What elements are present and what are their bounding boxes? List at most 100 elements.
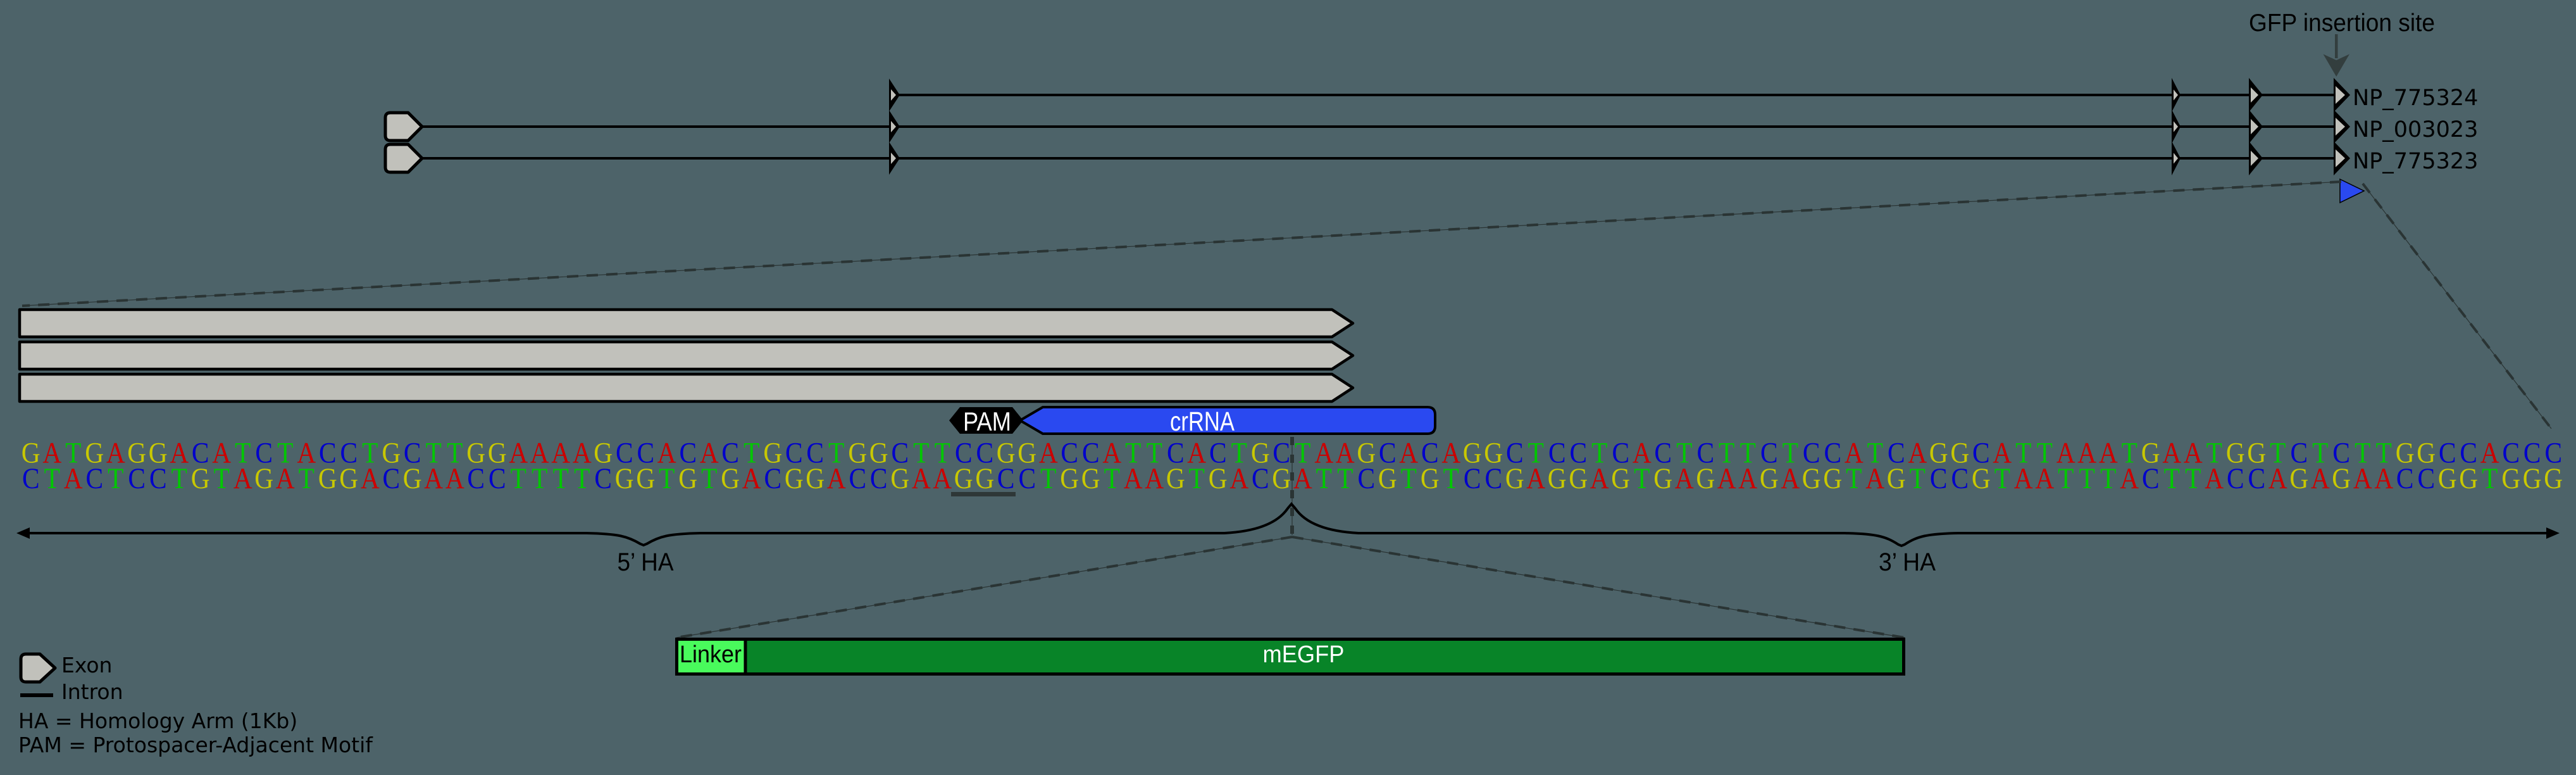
svg-text:A: A — [933, 462, 952, 495]
svg-text:T: T — [1676, 436, 1692, 469]
svg-text:T: T — [2482, 462, 2498, 495]
svg-text:T: T — [1528, 436, 1544, 469]
svg-text:A: A — [509, 436, 528, 469]
svg-text:C: C — [383, 462, 401, 495]
svg-text:A: A — [2205, 462, 2224, 495]
svg-text:C: C — [467, 462, 485, 495]
svg-text:G: G — [1972, 462, 1991, 495]
svg-text:A: A — [2268, 462, 2287, 495]
svg-text:G: G — [339, 462, 358, 495]
svg-text:C: C — [2502, 436, 2520, 469]
svg-text:A: A — [1590, 462, 1609, 495]
svg-text:C: C — [1082, 436, 1100, 469]
svg-text:A: A — [1293, 462, 1312, 495]
svg-text:G: G — [2396, 436, 2415, 469]
svg-text:T: T — [2100, 462, 2116, 495]
svg-text:T: T — [426, 436, 442, 469]
svg-text:G: G — [806, 462, 824, 495]
svg-text:T: T — [1295, 436, 1310, 469]
svg-text:C: C — [1357, 462, 1375, 495]
svg-text:A: A — [1314, 436, 1333, 469]
svg-text:A: A — [424, 462, 443, 495]
svg-text:C: C — [319, 436, 337, 469]
svg-text:A: A — [530, 436, 549, 469]
svg-text:G: G — [22, 436, 40, 469]
svg-text:G: G — [2141, 436, 2160, 469]
svg-text:C: C — [2248, 462, 2266, 495]
svg-text:T: T — [214, 462, 230, 495]
svg-text:T: T — [1846, 462, 1862, 495]
svg-text:C: C — [1696, 436, 1714, 469]
svg-text:G: G — [1166, 462, 1185, 495]
svg-text:G: G — [2501, 462, 2520, 495]
svg-text:C: C — [1379, 436, 1397, 469]
svg-text:G: G — [678, 462, 697, 495]
svg-text:T: T — [299, 462, 314, 495]
svg-text:C: C — [955, 436, 973, 469]
svg-text:T: T — [659, 462, 675, 495]
svg-text:A: A — [1908, 436, 1927, 469]
svg-text:C: C — [870, 462, 888, 495]
svg-text:A: A — [2353, 462, 2372, 495]
svg-text:G: G — [1357, 436, 1376, 469]
svg-text:G: G — [2226, 436, 2245, 469]
svg-text:C: C — [1548, 436, 1566, 469]
svg-text:G: G — [403, 462, 422, 495]
svg-text:C: C — [488, 462, 506, 495]
svg-text:G: G — [615, 462, 634, 495]
svg-text:A: A — [1102, 436, 1121, 469]
svg-text:C: C — [1654, 436, 1672, 469]
svg-text:G: G — [2417, 436, 2436, 469]
svg-text:T: T — [1910, 462, 1926, 495]
svg-text:C: C — [1018, 462, 1036, 495]
svg-text:A: A — [1717, 462, 1736, 495]
svg-text:G: G — [890, 462, 909, 495]
svg-text:T: T — [2164, 462, 2180, 495]
svg-text:A: A — [1633, 436, 1652, 469]
svg-text:A: A — [2035, 462, 2054, 495]
svg-text:G: G — [763, 436, 782, 469]
svg-text:T: T — [2185, 462, 2201, 495]
svg-text:C: C — [1464, 462, 1481, 495]
svg-text:A: A — [573, 436, 592, 469]
svg-text:T: T — [447, 436, 463, 469]
svg-text:C: C — [404, 436, 421, 469]
svg-text:A: A — [1738, 462, 1757, 495]
svg-text:C: C — [85, 462, 103, 495]
svg-text:G: G — [975, 462, 994, 495]
svg-text:A: A — [657, 436, 676, 469]
svg-text:T: T — [1401, 462, 1417, 495]
svg-text:T: T — [2037, 436, 2053, 469]
svg-text:A: A — [361, 462, 380, 495]
svg-text:T: T — [532, 462, 547, 495]
svg-text:T: T — [511, 462, 526, 495]
svg-text:T: T — [1104, 462, 1120, 495]
svg-text:C: C — [1484, 462, 1502, 495]
svg-text:C: C — [616, 436, 633, 469]
svg-text:C: C — [2227, 462, 2244, 495]
svg-text:G: G — [1272, 462, 1291, 495]
svg-text:A: A — [1993, 436, 2012, 469]
svg-text:G: G — [721, 462, 740, 495]
svg-text:C: C — [1506, 436, 1524, 469]
svg-text:G: G — [1378, 462, 1397, 495]
svg-text:A: A — [2099, 436, 2118, 469]
svg-text:C: C — [1421, 436, 1439, 469]
svg-text:G: G — [1081, 462, 1100, 495]
svg-text:T: T — [1634, 462, 1650, 495]
svg-text:T: T — [1867, 436, 1883, 469]
svg-text:C: C — [1824, 436, 1841, 469]
svg-text:G: G — [466, 436, 485, 469]
svg-text:3’ HA: 3’ HA — [1879, 548, 1936, 576]
svg-text:C: C — [2544, 436, 2562, 469]
svg-text:C: C — [1167, 436, 1185, 469]
svg-text:G: G — [2247, 436, 2266, 469]
svg-text:C: C — [679, 436, 697, 469]
svg-text:A: A — [1781, 462, 1800, 495]
svg-text:C: C — [2332, 436, 2350, 469]
svg-text:G: G — [1611, 462, 1630, 495]
svg-text:G: G — [1017, 436, 1036, 469]
svg-text:C: C — [2290, 436, 2308, 469]
svg-text:G: G — [1505, 462, 1524, 495]
svg-text:HA = Homology Arm (1Kb): HA = Homology Arm (1Kb) — [18, 709, 297, 733]
